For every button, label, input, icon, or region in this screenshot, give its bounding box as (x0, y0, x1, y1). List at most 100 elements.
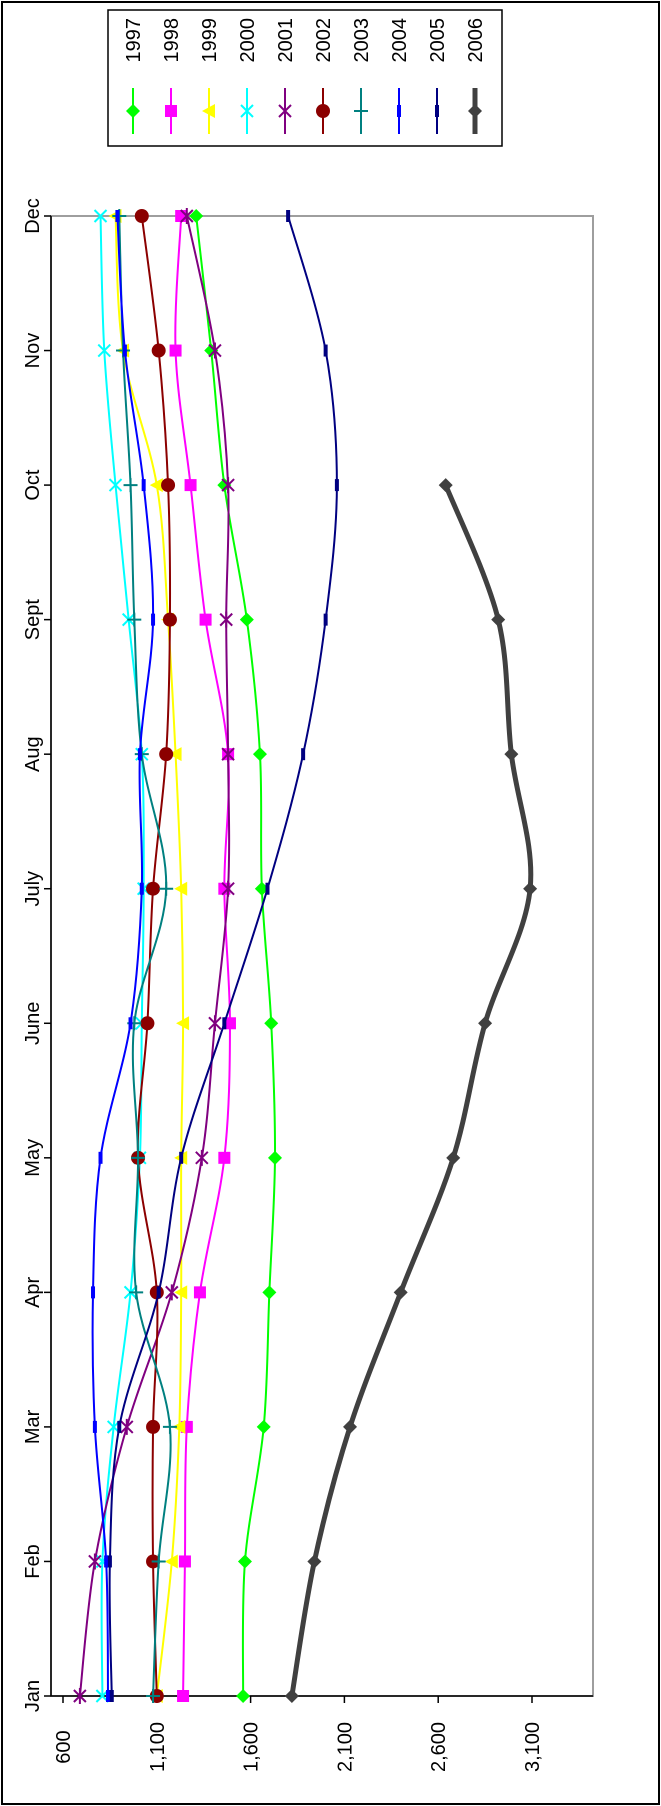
data-point-1998 (169, 344, 182, 357)
series-1998 (169, 210, 236, 1702)
data-point-2003 (129, 1285, 144, 1300)
series-line-2004 (91, 215, 155, 1697)
data-point-2006 (491, 612, 506, 627)
x-tick-label: Nov (22, 333, 44, 369)
data-point-2003 (159, 881, 174, 896)
data-point-2004 (106, 1690, 111, 1702)
data-point-1999 (174, 881, 188, 896)
legend-marker-2000 (240, 104, 254, 118)
data-point-2002 (159, 747, 174, 762)
series-line-2000 (99, 215, 145, 1697)
data-point-2002 (146, 881, 161, 896)
legend-label: 1997 (123, 18, 145, 63)
legend-label: 2003 (351, 18, 373, 63)
data-point-1997 (256, 1419, 271, 1434)
series-line-1998 (174, 215, 231, 1697)
series-line-2002 (136, 215, 172, 1697)
data-point-2004 (151, 613, 156, 626)
data-point-2004 (139, 882, 144, 895)
legend-entry-2000: 2000 (237, 18, 259, 134)
legend-label: 2005 (427, 18, 449, 63)
y-tick-label: 2,600 (428, 1722, 450, 1772)
data-point-2004 (115, 210, 120, 222)
data-point-1997 (267, 1150, 282, 1165)
data-point-2004 (122, 344, 127, 357)
legend-label: 2006 (465, 18, 487, 63)
legend-marker-2005 (435, 105, 439, 117)
data-point-2003 (151, 1554, 166, 1569)
data-point-2001 (221, 477, 235, 494)
data-point-2005 (179, 1151, 184, 1164)
data-point-1999 (164, 1554, 178, 1569)
data-point-2001 (221, 746, 235, 763)
series-line-2006 (289, 484, 534, 1697)
data-point-2004 (128, 1017, 133, 1030)
data-point-2002 (140, 1016, 155, 1031)
data-point-2002 (151, 343, 166, 358)
data-point-2002 (162, 612, 177, 627)
x-tick-label: May (22, 1139, 44, 1177)
series-2004 (91, 210, 156, 1702)
data-point-2004 (104, 1555, 109, 1568)
data-point-1999 (149, 478, 163, 493)
data-point-1997 (254, 881, 269, 896)
data-point-2004 (92, 1420, 97, 1433)
data-point-1998 (199, 613, 212, 626)
data-point-1997 (262, 1285, 277, 1300)
data-point-2004 (98, 1151, 103, 1164)
data-point-2005 (156, 1286, 161, 1299)
data-point-2004 (91, 1286, 96, 1299)
data-point-2005 (107, 1555, 112, 1568)
x-tick-label: Aug (22, 736, 44, 772)
data-point-2001 (208, 1015, 222, 1032)
x-tick-label: July (22, 871, 44, 907)
data-point-2006 (446, 1150, 461, 1165)
legend-entry-1998: 1998 (161, 18, 183, 134)
legend-marker-2006 (468, 104, 482, 118)
data-point-1997 (264, 1016, 279, 1031)
data-point-1998 (218, 1151, 231, 1164)
data-point-2005 (286, 210, 291, 222)
data-point-1998 (175, 210, 188, 222)
data-point-1999 (168, 747, 182, 762)
legend-entry-2001: 2001 (275, 18, 297, 134)
data-point-1999 (174, 1285, 188, 1300)
data-point-1997 (236, 1689, 251, 1703)
data-point-2004 (137, 748, 142, 761)
y-tick-label: 2,100 (334, 1722, 356, 1772)
y-tick-label: 3,100 (522, 1722, 544, 1772)
data-point-1998 (223, 1017, 236, 1030)
data-point-1997 (189, 209, 204, 223)
data-point-2002 (161, 478, 176, 493)
legend-marker-1997 (126, 104, 140, 118)
x-tick-label: Oct (22, 469, 44, 501)
data-point-1999 (176, 1016, 190, 1031)
data-point-2006 (307, 1554, 322, 1569)
data-point-2006 (393, 1285, 408, 1300)
x-tick-label: Apr (22, 1276, 44, 1307)
legend-entry-1999: 1999 (199, 18, 221, 134)
series-2001 (73, 208, 235, 1704)
data-point-2000 (93, 209, 108, 223)
x-tick-label: Sept (22, 599, 44, 641)
data-point-2003 (123, 478, 138, 493)
legend-entry-2005: 2005 (427, 18, 449, 134)
data-point-2001 (219, 611, 233, 628)
legend-label: 2000 (237, 18, 259, 63)
legend-label: 1998 (161, 18, 183, 63)
legend-entry-2002: 2002 (313, 18, 335, 134)
data-point-1998 (184, 479, 197, 492)
series-2006 (284, 478, 538, 1703)
legend-marker-2003 (354, 104, 368, 118)
data-point-2002 (146, 1419, 161, 1434)
legend-entry-2006: 2006 (465, 18, 487, 134)
data-point-2000 (108, 478, 123, 492)
data-point-2005 (265, 882, 270, 895)
data-point-2005 (323, 613, 328, 626)
series-line-2001 (78, 215, 231, 1697)
data-point-2000 (97, 343, 111, 358)
data-point-2001 (165, 1284, 179, 1301)
x-tick-label: Jan (22, 1680, 44, 1712)
legend-label: 2002 (313, 18, 335, 63)
